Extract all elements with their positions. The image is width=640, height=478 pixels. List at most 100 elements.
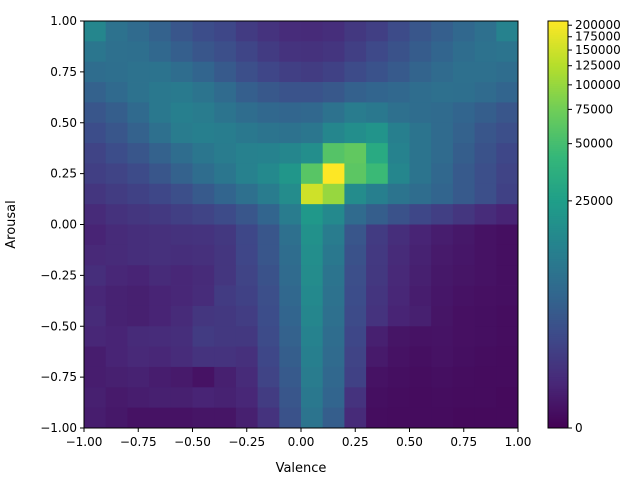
heatmap-cell bbox=[235, 346, 258, 368]
colorbar-gradient-step bbox=[548, 69, 568, 73]
colorbar-frame bbox=[547, 20, 569, 429]
heatmap-cell bbox=[474, 387, 497, 409]
y-axis-label: Arousal bbox=[4, 200, 19, 249]
heatmap-cell bbox=[301, 102, 324, 124]
colorbar-gradient-step bbox=[548, 334, 568, 337]
heatmap-cell bbox=[257, 366, 280, 388]
colorbar-gradient-step bbox=[548, 94, 568, 97]
heatmap-cell bbox=[366, 387, 389, 409]
colorbar-gradient-step bbox=[548, 196, 568, 199]
heatmap-cell bbox=[322, 244, 345, 266]
colorbar-gradient-step bbox=[548, 356, 568, 360]
colorbar-gradient-step bbox=[548, 279, 568, 282]
heatmap-cell bbox=[149, 204, 172, 225]
heatmap-cell bbox=[301, 21, 324, 42]
heatmap-cell bbox=[192, 163, 215, 185]
colorbar-gradient-step bbox=[548, 63, 568, 67]
heatmap-cell bbox=[127, 224, 150, 246]
heatmap-cell bbox=[301, 122, 324, 144]
heatmap-cell bbox=[214, 102, 237, 124]
heatmap-cell bbox=[496, 285, 519, 307]
heatmap-cell bbox=[474, 407, 497, 429]
heatmap-cell bbox=[344, 102, 367, 124]
colorbar-gradient-step bbox=[548, 273, 568, 276]
colorbar-tick-label: 200000 bbox=[575, 18, 621, 32]
colorbar-gradient-step bbox=[548, 299, 568, 303]
heatmap-cell bbox=[127, 366, 150, 388]
colorbar-gradient-step bbox=[548, 151, 568, 154]
heatmap-cell bbox=[301, 204, 324, 225]
heatmap-cell bbox=[127, 407, 150, 429]
heatmap-cell bbox=[214, 41, 237, 63]
heatmap-cell bbox=[170, 285, 193, 307]
heatmap-cell bbox=[474, 346, 497, 368]
heatmap-cell bbox=[452, 387, 475, 409]
colorbar-gradient-step bbox=[548, 387, 568, 390]
heatmap-cell bbox=[257, 82, 280, 103]
heatmap-cell bbox=[387, 285, 410, 307]
heatmap-cell bbox=[387, 407, 410, 429]
heatmap-cell bbox=[279, 224, 302, 246]
colorbar-gradient-step bbox=[548, 159, 568, 162]
y-tick-label: 0.75 bbox=[50, 65, 77, 79]
heatmap-cell bbox=[192, 346, 215, 368]
colorbar-gradient-step bbox=[548, 167, 568, 171]
colorbar-gradient-step bbox=[548, 31, 568, 34]
colorbar-gradient-step bbox=[548, 55, 568, 59]
colorbar-gradient-step bbox=[548, 301, 568, 305]
heatmap-cell bbox=[84, 122, 107, 144]
heatmap-cell bbox=[452, 204, 475, 225]
heatmap-cell bbox=[257, 346, 280, 368]
colorbar-tick-label: 50000 bbox=[575, 137, 613, 151]
heatmap-cell bbox=[452, 21, 475, 42]
colorbar-gradient-step bbox=[548, 118, 568, 122]
colorbar-gradient-step bbox=[548, 338, 568, 341]
heatmap-cell bbox=[84, 326, 107, 347]
heatmap-cell bbox=[452, 407, 475, 429]
colorbar-gradient-step bbox=[548, 305, 568, 309]
heatmap-cell bbox=[431, 285, 454, 307]
heatmap-cell bbox=[127, 285, 150, 307]
heatmap-cell bbox=[235, 407, 258, 429]
heatmap-cell bbox=[452, 122, 475, 144]
heatmap-cell bbox=[257, 244, 280, 266]
colorbar-gradient-step bbox=[548, 346, 568, 350]
heatmap-cell bbox=[279, 285, 302, 307]
heatmap-cell bbox=[127, 61, 150, 83]
heatmap-cell bbox=[344, 143, 367, 164]
colorbar-gradient-step bbox=[548, 423, 568, 427]
heatmap-cell bbox=[387, 326, 410, 347]
heatmap-cell bbox=[235, 163, 258, 185]
heatmap-cell bbox=[496, 163, 519, 185]
heatmap-cell bbox=[387, 41, 410, 63]
heatmap-cell bbox=[170, 204, 193, 225]
colorbar-gradient-step bbox=[548, 25, 568, 28]
heatmap-cell bbox=[366, 265, 389, 286]
heatmap-cell bbox=[149, 326, 172, 347]
heatmap-cell bbox=[127, 82, 150, 103]
heatmap-cell bbox=[257, 183, 280, 205]
colorbar-gradient-step bbox=[548, 419, 568, 423]
heatmap-cell bbox=[344, 366, 367, 388]
heatmap-cell bbox=[214, 305, 237, 327]
heatmap-cell bbox=[452, 41, 475, 63]
heatmap-cell bbox=[301, 407, 324, 429]
heatmap-cell bbox=[322, 102, 345, 124]
colorbar-gradient-step bbox=[548, 385, 568, 388]
heatmap-cell bbox=[409, 163, 432, 185]
colorbar-gradient-step bbox=[548, 375, 568, 378]
heatmap-cell bbox=[431, 21, 454, 42]
colorbar-gradient-step bbox=[548, 259, 568, 262]
colorbar-gradient-step bbox=[548, 216, 568, 219]
heatmap-cell bbox=[344, 183, 367, 205]
heatmap-cell bbox=[105, 387, 128, 409]
heatmap-cell bbox=[496, 61, 519, 83]
heatmap-cell bbox=[301, 265, 324, 286]
colorbar-gradient-step bbox=[548, 285, 568, 289]
heatmap-cell bbox=[452, 224, 475, 246]
heatmap-cell bbox=[84, 224, 107, 246]
heatmap-cell bbox=[127, 183, 150, 205]
heatmap-cell bbox=[387, 143, 410, 164]
colorbar-gradient-step bbox=[548, 114, 568, 118]
